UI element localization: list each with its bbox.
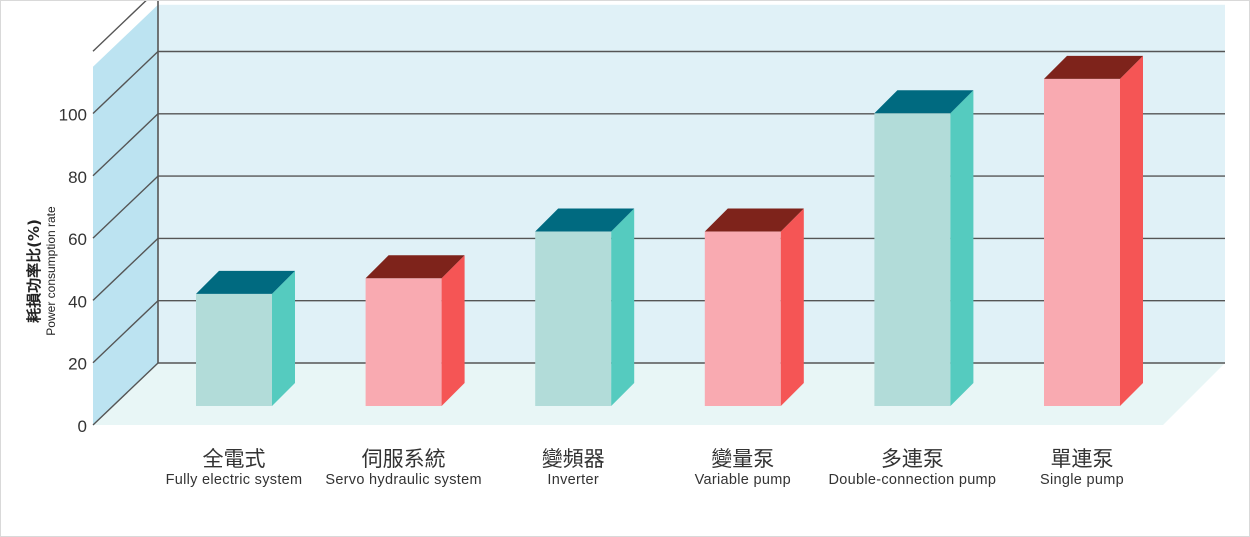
y-axis-label-zh: 耗損功率比(%) [25,219,43,323]
bar [196,270,295,406]
bar-front [196,293,272,406]
bar-front [704,231,781,406]
category-label-zh: 多連泵 [881,447,944,471]
bar-front [874,113,951,406]
category-label-en: Servo hydraulic system [325,472,482,488]
grid-diagonal [92,300,159,364]
bar-top [196,270,295,294]
bar-front [535,231,612,406]
bar-front [1044,78,1120,407]
bar [874,90,974,406]
bar-side [780,208,804,406]
bar-top [1044,55,1143,79]
bar-side [1120,55,1143,407]
category-label-zh: 變量泵 [711,447,774,471]
y-axis-label-en: Power consumption rate [44,206,58,336]
bar-top [365,255,465,279]
category-label-en: Inverter [547,472,599,488]
bars [196,55,1143,407]
grid-diagonal [92,175,159,239]
category-label-en: Variable pump [695,472,791,488]
bar-front [365,278,442,406]
y-tick-label: 80 [68,168,87,187]
grid-diagonal [92,1,147,52]
y-tick-label: 40 [68,292,87,311]
side-wall [93,4,158,426]
bar [365,255,465,406]
bar [535,208,635,406]
y-axis-ticks: 0 20 40 60 80 100 [59,106,87,437]
bar-side [272,270,295,406]
category-label-en: Double-connection pump [828,472,996,488]
grid-diagonal-base [92,362,159,426]
y-axis-label: 耗損功率比(%) Power consumption rate [25,206,58,336]
grid-diagonal [92,113,159,177]
y-tick-label: 60 [68,230,87,249]
bar-top [874,90,974,114]
bar-side [950,90,974,406]
category-label-en: Fully electric system [166,472,303,488]
category-label-zh: 全電式 [203,447,266,471]
category-label-zh: 變頻器 [542,447,605,471]
grid-diagonal [92,237,159,301]
bar-top [535,208,635,232]
y-tick-label: 20 [68,355,87,374]
bar-side [611,208,635,406]
y-tick-label: 100 [59,106,87,125]
category-label-en: Single pump [1040,472,1124,488]
bar [704,208,804,406]
category-label-zh: 伺服系統 [362,447,446,471]
bar-top [704,208,804,232]
bar [1044,55,1143,407]
grid-diagonal [92,50,159,115]
bar-side [441,255,465,406]
category-label-zh: 單連泵 [1051,447,1114,471]
y-tick-label: 0 [78,417,87,436]
